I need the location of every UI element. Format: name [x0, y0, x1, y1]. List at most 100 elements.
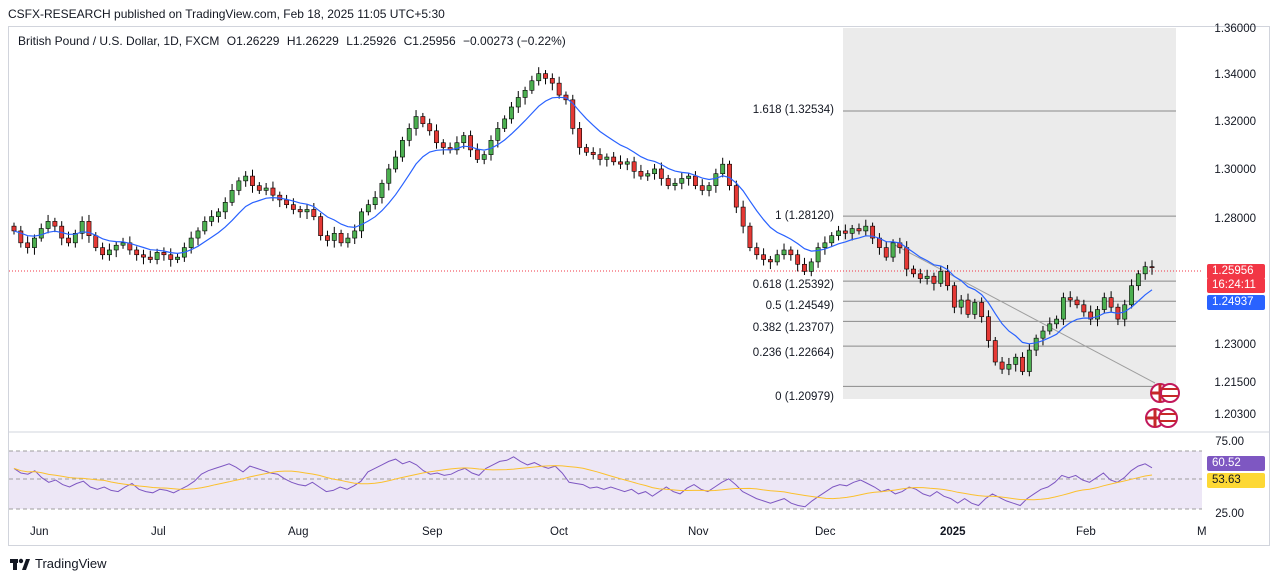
candle-body-down [618, 161, 623, 165]
candle-body-up [188, 237, 194, 248]
candle [386, 163, 392, 191]
candle-body-down [420, 116, 426, 124]
candle [672, 178, 678, 191]
chart-frame[interactable] [8, 26, 1270, 546]
tradingview-footer[interactable]: TradingView [10, 556, 107, 571]
candle [1149, 260, 1155, 275]
candle [883, 241, 889, 261]
fib-label: 0.5 (1.24549) [765, 300, 834, 312]
candle [1026, 343, 1032, 377]
candle-body-up [113, 244, 119, 251]
candle [1135, 270, 1141, 291]
candle-body-down [66, 237, 71, 244]
candle-body-up [481, 154, 487, 160]
candle-body-up [1006, 364, 1012, 370]
candle [195, 227, 201, 246]
rsi-ma-line [13, 465, 1153, 501]
candle [788, 246, 794, 261]
candle [120, 237, 126, 249]
candle [808, 258, 814, 277]
candle-body-up [938, 271, 944, 284]
candle-body-down [1081, 304, 1087, 313]
candle-body-up [243, 175, 249, 182]
candle-body-up [502, 118, 508, 129]
candle-body-down [788, 249, 794, 256]
rsi-band [9, 451, 1202, 509]
candle [556, 76, 562, 99]
candle-body-up [679, 178, 685, 184]
candle [434, 124, 439, 149]
candle [1040, 326, 1046, 346]
candle-body-up [263, 187, 269, 191]
open-value: O1.26229 [226, 34, 280, 48]
candle [440, 139, 446, 155]
candle [679, 172, 685, 190]
candle [829, 232, 835, 247]
candle [106, 243, 112, 261]
price-tick: 1.21500 [1214, 377, 1256, 389]
candle-body-down [590, 151, 596, 155]
price-tick: 1.36000 [1214, 23, 1256, 35]
candle [911, 265, 916, 278]
candle-body-down [93, 235, 99, 248]
candle [836, 225, 841, 241]
candle-body-up [1033, 337, 1039, 351]
candle [849, 224, 855, 241]
candle [345, 233, 351, 248]
candle [774, 249, 780, 266]
candle-body-up [652, 168, 657, 175]
candle-body-up [175, 256, 180, 260]
candle-body-down [474, 149, 480, 160]
candle [38, 223, 44, 242]
candle [1088, 305, 1094, 326]
candle [420, 112, 426, 128]
candle-body-down [440, 142, 446, 148]
candle [406, 123, 412, 147]
candle-body-down [931, 275, 937, 284]
candle-body-up [216, 211, 221, 217]
candle-body-down [761, 254, 766, 260]
candle [147, 250, 153, 264]
candle-body-down [842, 230, 848, 234]
candle [645, 170, 651, 181]
candle-body-down [965, 299, 971, 315]
candle-body-up [529, 80, 535, 91]
candle-body-up [829, 235, 835, 244]
candle-body-down [1067, 297, 1073, 301]
candle-body-down [318, 216, 324, 236]
candle [447, 142, 453, 154]
candle [767, 255, 773, 270]
candle-body-up [1095, 309, 1100, 320]
candle [856, 223, 862, 235]
candle-body-up [495, 128, 501, 141]
candle [263, 183, 269, 196]
candle [699, 179, 705, 196]
candle [1101, 292, 1107, 314]
candle [733, 180, 739, 214]
candle [720, 157, 726, 178]
candle [209, 210, 215, 227]
candle [18, 225, 24, 248]
symbol-name[interactable]: British Pound / U.S. Dollar, 1D, FXCM [18, 34, 220, 48]
candle [543, 70, 548, 85]
candle [693, 171, 698, 190]
candle-body-down [665, 178, 671, 186]
candle [113, 241, 119, 258]
candle-body-up [822, 242, 828, 248]
candle [522, 86, 528, 105]
candle-body-down [338, 233, 344, 244]
fib-label: 0 (1.20979) [775, 391, 834, 403]
rsi-ma-value-tag: 53.63 [1207, 473, 1265, 488]
candle [468, 130, 473, 158]
candle-body-down [290, 204, 296, 210]
candle-body-down [802, 263, 807, 272]
candle-body-up [209, 216, 215, 222]
candle [931, 272, 937, 291]
price-tick: 1.32000 [1214, 116, 1256, 128]
candle [134, 246, 140, 261]
candle [481, 151, 487, 165]
candle [917, 268, 923, 284]
candle [318, 213, 324, 241]
candle-body-up [1026, 349, 1032, 372]
